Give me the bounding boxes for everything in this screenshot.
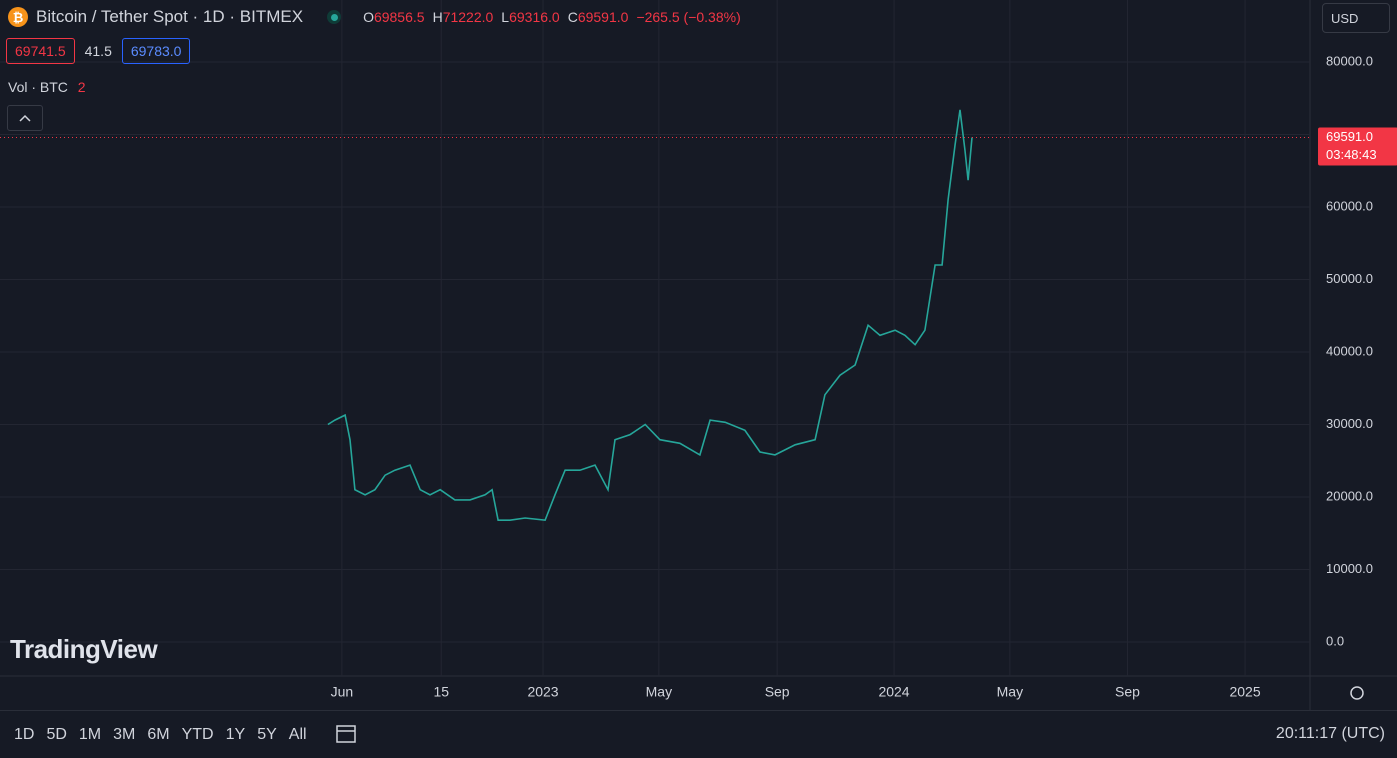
range-button[interactable]: 3M [113,725,136,743]
ohlc-value: 69316.0 [509,9,560,25]
range-button[interactable]: 1M [78,725,102,743]
x-tick-label: Jun [331,684,354,700]
change: −265.5 (−0.38%) [636,9,741,25]
range-button[interactable]: YTD [181,725,214,743]
y-tick-label: 30000.0 [1326,416,1373,431]
y-tick-label: 80000.0 [1326,53,1373,68]
quote: 69741.5 41.5 69783.0 [6,38,191,64]
volume-label: Vol · BTC [8,79,68,95]
x-tick-label: Sep [1115,684,1140,700]
range-button[interactable]: 1D [14,725,35,743]
range-button[interactable]: 6M [147,725,170,743]
y-tick-label: 0.0 [1326,633,1344,648]
toolbar: 1D 5D 1M 3M 6M YTD 1Y 5Y All 20:11:17 (UTC) [0,710,1397,758]
range-button[interactable]: 1Y [225,725,246,743]
status-dot [327,10,342,24]
y-tick-label: 40000.0 [1326,343,1373,358]
ohlc: O69856.5 H71222.0 L69316.0 C69591.0 [363,9,628,25]
x-tick-label: 15 [433,684,449,700]
settings-icon[interactable] [1350,686,1364,700]
range-button[interactable]: 5D [46,725,67,743]
header: ₿ Bitcoin / Tether Spot · 1D · BITMEX O6… [8,7,741,27]
y-tick-label: 60000.0 [1326,198,1373,213]
ranges: 1D 5D 1M 3M 6M YTD 1Y 5Y All [0,726,313,744]
volume-value: 2 [77,79,86,95]
ohlc-item: C69591.0 [568,9,629,25]
ohlc-value: 71222.0 [442,9,494,25]
ohlc-label: O [363,9,374,25]
chart: 0.0 10000.0 20000.0 30000.0 40000.0 50000.0 60… [0,0,1397,710]
volume-legend: Vol · BTC 2 [8,79,86,95]
price-axis-bg [1310,0,1397,676]
symbol[interactable]: Bitcoin / Tether Spot · 1D · BITMEX [36,7,304,26]
bid[interactable]: 69741.5 [6,38,75,64]
logo: TradingView [10,634,158,664]
x-tick-label: May [646,684,672,700]
x-tick-label: 2025 [1229,684,1260,700]
coin-icon: ₿ [8,7,28,27]
price-line [327,109,973,522]
y-tick-label: 10000.0 [1326,561,1373,576]
ohlc-value: 69856.5 [373,9,425,25]
x-tick-label: 2024 [878,684,909,700]
last-price-box [1318,127,1397,166]
spread: 41.5 [84,43,112,59]
ohlc-label: H [432,9,443,25]
currency[interactable]: USD [1322,3,1390,33]
ohlc-value: 69591.0 [577,9,629,25]
ohlc-label: L [501,9,510,25]
ohlc-item: O69856.5 [363,9,425,25]
countdown: 03:48:43 [1326,147,1377,162]
y-tick-label: 20000.0 [1326,488,1373,503]
chevron [19,114,31,122]
range-button[interactable]: 5Y [257,725,277,743]
collapse-button[interactable] [7,105,43,131]
ohlc-label: C [567,9,578,25]
x-tick-label: Sep [765,684,790,700]
x-tick-label: 2023 [527,684,558,700]
y-tick-label: 50000.0 [1326,271,1373,286]
clock: 20:11:17 (UTC) [1275,725,1385,742]
last-price-label: 69591.0 [1326,129,1373,144]
date-range-icon[interactable] [327,720,367,750]
ohlc-item: H71222.0 [433,9,494,25]
ohlc-item: L69316.0 [501,9,559,25]
ask[interactable]: 69783.0 [121,38,191,64]
x-tick-label: May [997,684,1023,700]
range-button[interactable]: All [288,725,307,743]
